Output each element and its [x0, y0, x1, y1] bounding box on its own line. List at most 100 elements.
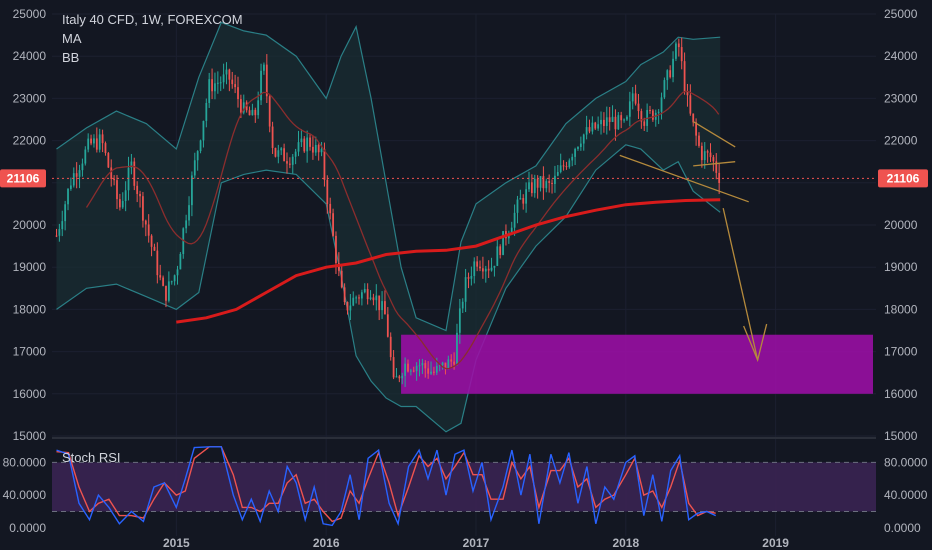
y-axis-left: 2500024000230002200021000200001900018000… — [13, 7, 47, 443]
candle-body — [142, 196, 144, 221]
candle-body — [222, 74, 225, 83]
candle-body — [631, 93, 634, 102]
candle-body — [185, 220, 188, 229]
y-tick-label-left: 25000 — [13, 7, 47, 21]
candle-body — [404, 363, 407, 376]
trendline-upper — [692, 121, 736, 148]
candle-body — [585, 127, 588, 135]
y-tick-label-left: 16000 — [13, 387, 47, 401]
candle-body — [456, 332, 458, 365]
candle-body — [263, 64, 265, 71]
candle-body — [605, 117, 608, 126]
annotations — [619, 121, 768, 363]
candle-body — [608, 117, 611, 122]
candle-body — [536, 178, 539, 188]
stoch-band-fill — [52, 462, 876, 512]
candle-body — [594, 122, 597, 129]
y-tick-label-right: 25000 — [884, 7, 918, 21]
candle-body — [196, 151, 199, 161]
candle-body — [343, 287, 346, 303]
candle-body — [329, 203, 332, 214]
candle-body — [326, 179, 329, 204]
candle-body — [577, 146, 579, 149]
projection-arrow-head — [743, 323, 768, 363]
candle-body — [147, 224, 150, 236]
candle-body — [381, 301, 383, 311]
candle-body — [314, 144, 317, 153]
candle-body — [533, 178, 536, 194]
candle-body — [277, 150, 280, 157]
candle-body — [317, 144, 320, 153]
candle-body — [228, 69, 231, 80]
y-tick-label-right: 24000 — [884, 49, 918, 63]
candle-body — [510, 227, 513, 234]
candle-body — [487, 268, 490, 271]
candle-body — [234, 84, 237, 88]
stoch-y-tick-left: 40.0000 — [3, 488, 47, 502]
candle-body — [418, 365, 421, 367]
candle-body — [706, 151, 709, 153]
candle-body — [202, 120, 205, 141]
candle-body — [649, 110, 651, 112]
candle-body — [499, 246, 502, 255]
ma-short-line — [85, 90, 720, 370]
candle-body — [450, 359, 453, 362]
candle-body — [167, 281, 170, 301]
y-tick-label-right: 16000 — [884, 387, 918, 401]
candle-body — [231, 79, 234, 85]
candle-body — [280, 148, 283, 151]
candle-body — [150, 235, 153, 247]
candle-body — [617, 115, 620, 130]
candle-body — [522, 198, 525, 204]
candle-body — [692, 113, 695, 123]
stoch-y-tick-right: 40.0000 — [884, 488, 928, 502]
stoch-y-tick-left: 80.0000 — [3, 455, 47, 469]
bb-upper-line — [56, 21, 721, 332]
candle-body — [435, 365, 438, 373]
trendline-lower — [693, 161, 736, 167]
candle-body — [438, 364, 441, 366]
candle-body — [689, 95, 692, 114]
y-tick-label-right: 20000 — [884, 218, 918, 232]
candle-body — [626, 116, 628, 120]
trendline-base — [619, 154, 749, 203]
candle-body — [358, 297, 360, 299]
stoch-y-tick-left: 0.0000 — [9, 521, 46, 535]
candle-body — [421, 363, 424, 366]
candle-body — [479, 266, 481, 269]
legend-bb[interactable]: BB — [62, 50, 79, 65]
target-zone — [401, 334, 874, 394]
target-zone-rect — [401, 334, 874, 394]
candle-body — [127, 167, 130, 191]
candle-body — [600, 119, 602, 125]
stoch-y-axis-right: 80.0000 40.0000 0.0000 — [884, 455, 928, 535]
y-tick-label-left: 23000 — [13, 91, 47, 105]
y-tick-label-right: 23000 — [884, 91, 918, 105]
candle-body — [597, 124, 600, 129]
candle-body — [87, 138, 90, 150]
legend-ma[interactable]: MA — [62, 31, 82, 46]
candle-body — [588, 127, 591, 132]
candle-body — [144, 220, 147, 225]
candle-body — [513, 212, 516, 228]
candle-body — [93, 138, 95, 144]
y-tick-label-left: 20000 — [13, 218, 47, 232]
candle-body — [412, 370, 415, 372]
candle-body — [493, 265, 496, 268]
y-tick-label-right: 19000 — [884, 260, 918, 274]
candle-body — [288, 163, 291, 165]
candle-body — [579, 143, 582, 147]
candle-body — [559, 165, 562, 173]
candle-body — [565, 166, 568, 168]
candle-body — [467, 277, 470, 279]
x-tick-label: 2017 — [463, 536, 490, 550]
candle-body — [67, 188, 69, 205]
candle-body — [484, 268, 487, 272]
candle-body — [193, 160, 196, 176]
candle-body — [346, 302, 349, 311]
candle-body — [303, 138, 306, 152]
candle-body — [611, 116, 614, 122]
candle-body — [519, 198, 522, 200]
candle-body — [271, 126, 274, 148]
candle-body — [306, 137, 309, 152]
